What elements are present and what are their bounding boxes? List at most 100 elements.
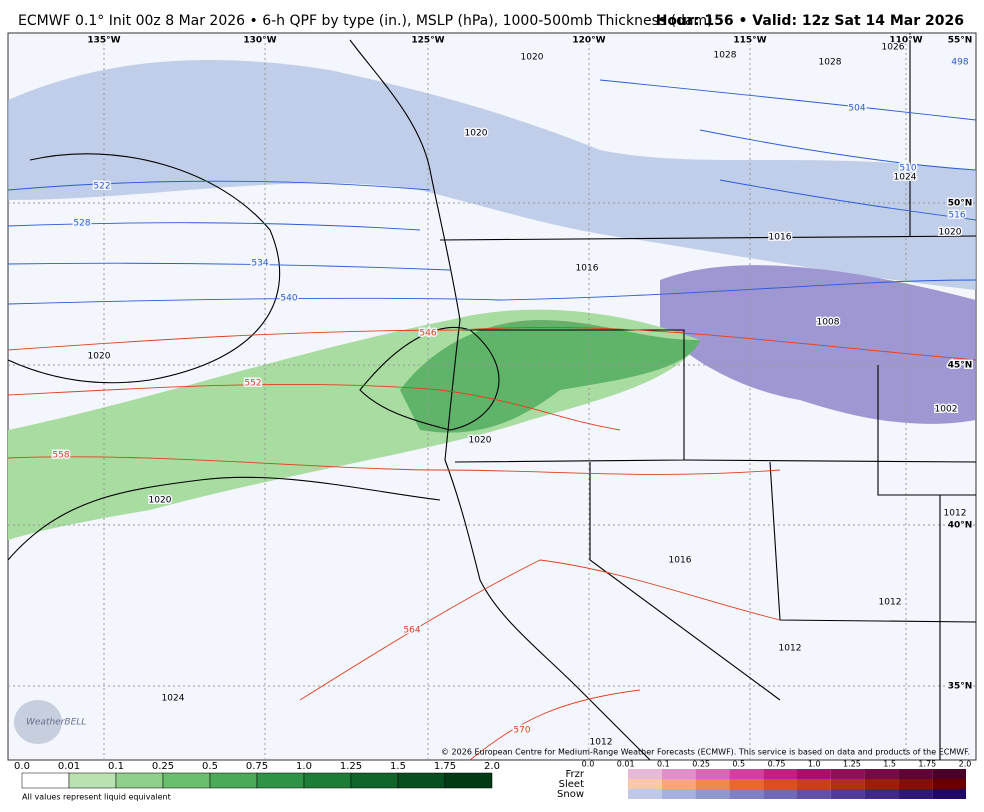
latitude-label: 35°N xyxy=(948,682,973,692)
thickness-label: 516 xyxy=(948,211,965,221)
qpf-swatch xyxy=(21,772,70,789)
thickness-warm-lines xyxy=(7,326,977,761)
qpf-tick: 0.01 xyxy=(58,761,80,772)
type-tick: 0.0 xyxy=(582,760,595,769)
qpf-tick: 0.5 xyxy=(202,761,218,772)
qpf-tick: 2.0 xyxy=(484,761,500,772)
longitude-label: 115°W xyxy=(733,36,766,46)
pressure-label: 1020 xyxy=(88,352,111,362)
type-swatch xyxy=(695,779,730,789)
type-swatch xyxy=(797,779,831,789)
thickness-label: 546 xyxy=(419,329,436,339)
type-swatch xyxy=(864,769,899,779)
qpf-swatch xyxy=(209,772,258,789)
precip-type-label: Sleet xyxy=(559,779,584,790)
latitude-label: 50°N xyxy=(948,199,973,209)
qpf-tick: 0.1 xyxy=(108,761,124,772)
pressure-label: 1012 xyxy=(590,738,613,748)
type-swatch xyxy=(763,769,797,779)
thickness-label: 510 xyxy=(899,164,916,174)
qpf-tick: 1.0 xyxy=(296,761,312,772)
type-swatch xyxy=(763,789,797,799)
type-swatch xyxy=(695,769,730,779)
type-swatch xyxy=(932,789,966,799)
coastlines xyxy=(7,33,977,761)
type-swatch xyxy=(661,789,696,799)
type-swatch xyxy=(628,789,662,799)
precip-type-label: Snow xyxy=(557,789,584,800)
thickness-label: 552 xyxy=(244,379,261,389)
qpf-tick: 1.5 xyxy=(390,761,406,772)
longitude-label: 120°W xyxy=(572,36,605,46)
thickness-label: 570 xyxy=(513,726,530,736)
type-swatch xyxy=(763,779,797,789)
copyright: © 2026 European Centre for Medium-Range … xyxy=(441,748,970,757)
thickness-label: 564 xyxy=(403,626,420,636)
longitude-label: 135°W xyxy=(87,36,120,46)
pressure-label: 1020 xyxy=(521,53,544,63)
legend-note: All values represent liquid equivalent xyxy=(22,793,171,802)
type-swatch xyxy=(830,789,865,799)
snow-heavy-area xyxy=(660,265,976,424)
thickness-label: 534 xyxy=(251,259,268,269)
latitude-label: 45°N xyxy=(948,361,973,371)
map-title: ECMWF 0.1° Init 00z 8 Mar 2026 • 6-h QPF… xyxy=(18,13,713,29)
thickness-label: 558 xyxy=(52,451,69,461)
type-swatch xyxy=(830,769,865,779)
type-swatch xyxy=(898,779,933,789)
longitude-label: 130°W xyxy=(243,36,276,46)
logo-mark xyxy=(14,700,62,744)
type-swatch xyxy=(695,789,730,799)
pressure-label: 1024 xyxy=(162,694,185,704)
map-labels: 135°W 130°W 125°W 120°W 115°W 110°W 55°N 50°N 45… xyxy=(51,34,974,749)
pressure-label: 1028 xyxy=(714,51,737,61)
qpf-swatch xyxy=(397,772,446,789)
qpf-swatch xyxy=(68,772,117,789)
thickness-label: 540 xyxy=(280,294,297,304)
qpf-swatch xyxy=(444,772,493,789)
qpf-swatch xyxy=(256,772,305,789)
type-swatch xyxy=(661,769,696,779)
type-swatch xyxy=(797,769,831,779)
longitude-label: 125°W xyxy=(411,36,444,46)
pressure-label: 1012 xyxy=(779,644,802,654)
pressure-label: 1016 xyxy=(669,556,692,566)
type-swatch xyxy=(628,769,662,779)
logo: WeatherBELL xyxy=(26,718,86,728)
type-tick: 2.0 xyxy=(959,760,972,769)
pressure-label: 1024 xyxy=(894,173,917,183)
pressure-label: 1028 xyxy=(819,58,842,68)
map: 135°W 130°W 125°W 120°W 115°W 110°W 55°N 50°N 45… xyxy=(7,32,977,761)
type-swatch xyxy=(932,769,966,779)
pressure-label: 1016 xyxy=(576,264,599,274)
qpf-tick: 1.75 xyxy=(434,761,456,772)
type-swatch xyxy=(729,769,764,779)
snow-area xyxy=(8,60,976,290)
legend: All values represent liquid equivalent 0… xyxy=(14,760,971,802)
type-swatch xyxy=(628,779,662,789)
type-swatch xyxy=(797,789,831,799)
pressure-label: 1020 xyxy=(939,228,962,238)
type-swatch xyxy=(898,769,933,779)
qpf-tick: 0.25 xyxy=(152,761,174,772)
thickness-label: 528 xyxy=(73,219,90,229)
pressure-label: 1026 xyxy=(882,43,905,53)
type-swatch xyxy=(898,789,933,799)
type-tick: 1.5 xyxy=(883,760,896,769)
thickness-label: 522 xyxy=(93,182,110,192)
type-swatch xyxy=(729,779,764,789)
precip-type-label: Frzr xyxy=(566,769,585,780)
type-tick: 1.25 xyxy=(843,760,861,769)
type-tick: 0.5 xyxy=(732,760,745,769)
type-tick: 0.75 xyxy=(768,760,786,769)
pressure-label: 1016 xyxy=(769,233,792,243)
qpf-swatch xyxy=(303,772,352,789)
rain-heavy-area xyxy=(400,320,700,433)
longitude-label: 55°N xyxy=(948,36,973,46)
qpf-tick: 1.25 xyxy=(340,761,362,772)
thickness-cold-lines xyxy=(7,79,977,305)
qpf-swatch xyxy=(115,772,164,789)
latitude-label: 40°N xyxy=(948,521,973,531)
type-swatch xyxy=(864,789,899,799)
qpf-swatch xyxy=(350,772,399,789)
